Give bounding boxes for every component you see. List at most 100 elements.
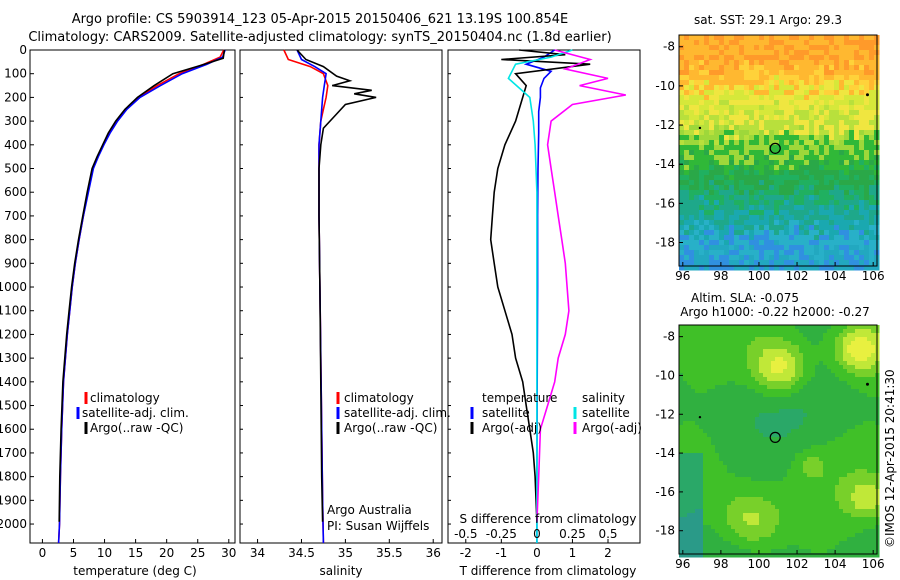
map-cell xyxy=(747,493,752,498)
map-cell xyxy=(703,453,708,458)
map-cell xyxy=(863,365,868,370)
map-cell xyxy=(827,425,832,430)
map-cell xyxy=(855,341,860,346)
map-cell xyxy=(769,210,775,216)
map-cell xyxy=(684,235,690,241)
map-cell xyxy=(699,425,704,430)
map-cell xyxy=(809,160,815,166)
map-cell xyxy=(815,433,820,438)
map-cell xyxy=(839,389,844,394)
map-cell xyxy=(847,369,852,374)
difference-plot: -2 -1 0 1 2-0.5 -0.25 0 0.25 0.5 xyxy=(454,49,626,560)
map-cell xyxy=(731,417,736,422)
map-cell xyxy=(795,341,800,346)
map-cell xyxy=(803,457,808,462)
map-cell xyxy=(855,493,860,498)
map-cell xyxy=(855,433,860,438)
map-cell xyxy=(791,541,796,546)
map-cell xyxy=(871,469,876,474)
map-cell xyxy=(724,185,730,191)
map-cell xyxy=(731,441,736,446)
map-cell xyxy=(783,541,788,546)
map-cell xyxy=(755,405,760,410)
map-cell xyxy=(703,549,708,554)
map-cell xyxy=(847,357,852,362)
map-cell xyxy=(734,155,740,161)
map-cell xyxy=(764,85,770,91)
map-cell xyxy=(849,130,855,136)
map-cell xyxy=(779,170,785,176)
map-cell xyxy=(767,545,772,550)
map-cell xyxy=(823,465,828,470)
map-cell xyxy=(863,429,868,434)
map-cell xyxy=(859,449,864,454)
map-cell xyxy=(839,365,844,370)
map-cell xyxy=(867,357,872,362)
map-cell xyxy=(709,210,715,216)
map-cell xyxy=(735,505,740,510)
map-cell xyxy=(855,345,860,350)
map-cell xyxy=(871,401,876,406)
map-cell xyxy=(739,210,745,216)
map-cell xyxy=(694,130,700,136)
map-cell xyxy=(744,120,750,126)
map-cell xyxy=(831,553,836,558)
map-cell xyxy=(731,401,736,406)
map-cell xyxy=(743,337,748,342)
map-cell xyxy=(759,397,764,402)
map-cell xyxy=(707,421,712,426)
map-cell xyxy=(809,90,815,96)
map-cell xyxy=(811,537,816,542)
map-cell xyxy=(775,493,780,498)
map-cell xyxy=(755,345,760,350)
map-cell xyxy=(699,220,705,226)
map-cell xyxy=(754,80,760,86)
map-x-tick-label: 98 xyxy=(713,269,728,283)
map-cell xyxy=(871,485,876,490)
map-cell xyxy=(784,120,790,126)
map-cell xyxy=(704,230,710,236)
map-cell xyxy=(811,441,816,446)
map-cell xyxy=(839,185,845,191)
map-cell xyxy=(754,180,760,186)
map-cell xyxy=(747,377,752,382)
map-cell xyxy=(867,349,872,354)
map-cell xyxy=(739,200,745,206)
map-cell xyxy=(727,349,732,354)
map-cell xyxy=(767,393,772,398)
map-cell xyxy=(859,385,864,390)
map-cell xyxy=(687,421,692,426)
map-cell xyxy=(707,521,712,526)
map-cell xyxy=(699,465,704,470)
map-cell xyxy=(771,373,776,378)
map-cell xyxy=(859,195,865,201)
map-cell xyxy=(795,457,800,462)
map-cell xyxy=(709,115,715,121)
map-cell xyxy=(864,125,870,131)
map-cell xyxy=(679,349,684,354)
map-cell xyxy=(863,369,868,374)
map-cell xyxy=(799,90,805,96)
map-cell xyxy=(699,75,705,81)
map-cell xyxy=(739,55,745,61)
map-cell xyxy=(835,429,840,434)
map-cell xyxy=(709,155,715,161)
map-cell xyxy=(729,245,735,251)
map-cell xyxy=(859,441,864,446)
map-cell xyxy=(863,345,868,350)
map-cell xyxy=(719,381,724,386)
map-cell xyxy=(719,517,724,522)
map-cell xyxy=(769,235,775,241)
map-cell xyxy=(764,265,770,271)
map-cell xyxy=(679,409,684,414)
map-cell xyxy=(849,55,855,61)
map-cell xyxy=(767,553,772,558)
map-cell xyxy=(834,245,840,251)
map-cell xyxy=(755,409,760,414)
map-cell xyxy=(809,260,815,266)
map-cell xyxy=(787,405,792,410)
map-cell xyxy=(851,425,856,430)
map-cell xyxy=(867,337,872,342)
map-cell xyxy=(759,445,764,450)
